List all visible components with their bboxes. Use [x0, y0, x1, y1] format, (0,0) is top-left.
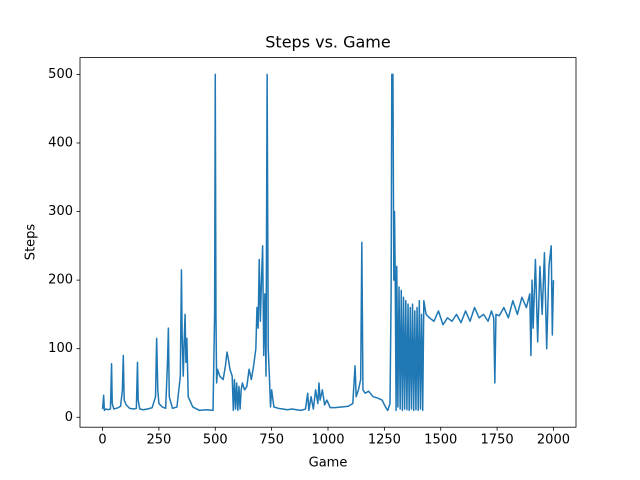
y-axis-label: Steps [24, 224, 39, 261]
y-tick-label: 100 [48, 341, 73, 356]
y-tick-label: 300 [48, 204, 73, 219]
chart-title: Steps vs. Game [265, 33, 390, 52]
x-tick-label: 0 [98, 433, 106, 448]
x-tick-label: 1000 [311, 433, 344, 448]
data-line [101, 73, 555, 412]
y-tick-label: 500 [48, 67, 73, 82]
x-tick-label: 1250 [368, 433, 401, 448]
y-tick-label: 200 [48, 273, 73, 288]
y-tick-label: 0 [65, 410, 73, 425]
axes-frame [79, 57, 577, 428]
y-tick-label: 400 [48, 135, 73, 150]
x-tick-label: 750 [259, 433, 284, 448]
x-tick-label: 2000 [537, 433, 570, 448]
x-tick-label: 250 [146, 433, 171, 448]
x-tick-label: 500 [203, 433, 228, 448]
x-tick-label: 1750 [481, 433, 514, 448]
x-axis-label: Game [309, 456, 348, 471]
x-tick-label: 1500 [424, 433, 457, 448]
